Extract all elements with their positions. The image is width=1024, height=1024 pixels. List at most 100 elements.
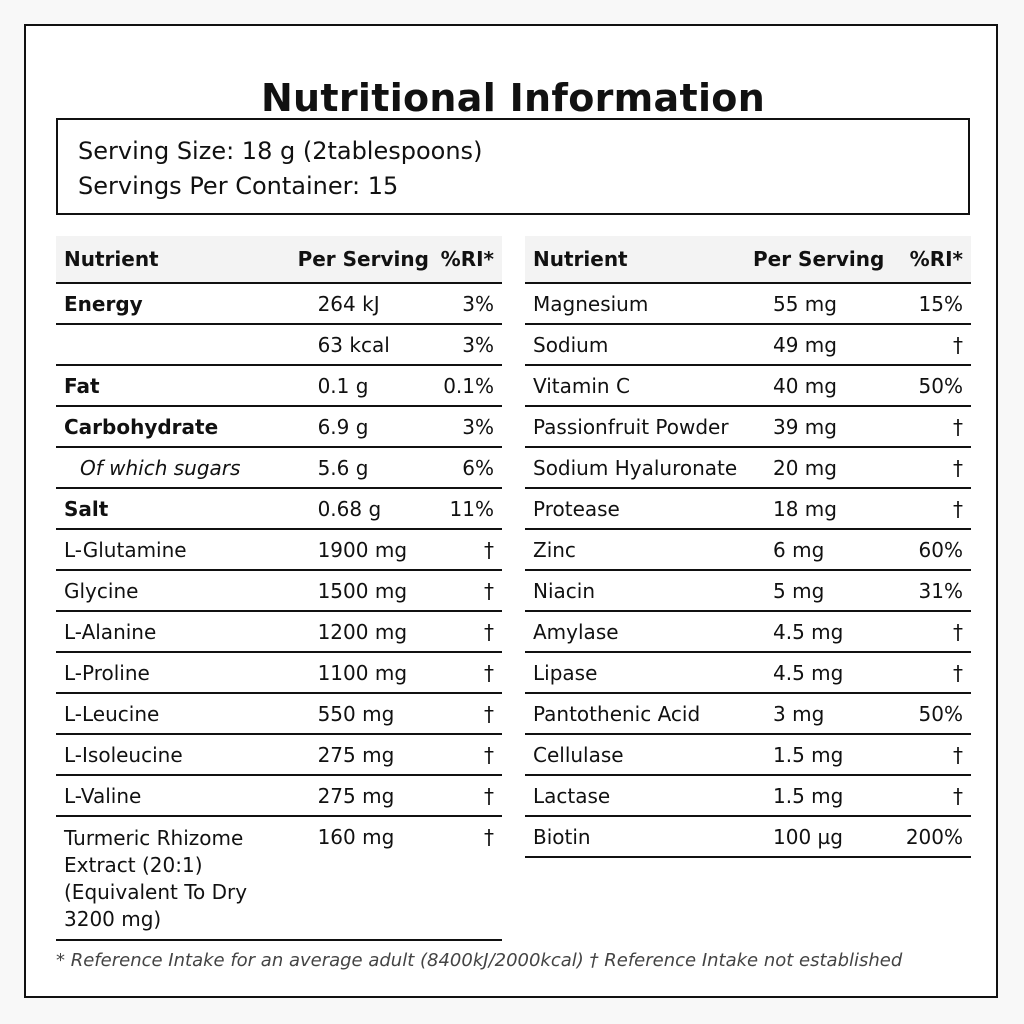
- table-row: Carbohydrate 6.9 g 3%: [56, 406, 502, 448]
- table-row: Energy 264 kJ 3%: [56, 283, 502, 325]
- per-serving-value: 4.5 mg: [745, 652, 898, 694]
- nutrition-label: Nutritional Information Serving Size: 18…: [24, 24, 998, 998]
- nutrient-name: Niacin: [525, 570, 745, 612]
- table-header-row: Nutrient Per Serving %RI*: [56, 236, 502, 284]
- table-row: L-Leucine 550 mg †: [56, 693, 502, 735]
- nutrient-name: Amylase: [525, 611, 745, 653]
- ri-value: †: [440, 611, 502, 653]
- ri-value: †: [440, 570, 502, 612]
- per-serving-value: 49 mg: [745, 324, 898, 366]
- per-serving-value: 1500 mg: [289, 570, 441, 612]
- header-per-serving: Per Serving: [289, 236, 441, 284]
- nutrient-name: Passionfruit Powder: [525, 406, 745, 448]
- table-row: L-Isoleucine 275 mg †: [56, 734, 502, 776]
- table-row: Lactase 1.5 mg †: [525, 775, 971, 817]
- table-row: Protease 18 mg †: [525, 488, 971, 530]
- per-serving-value: 40 mg: [745, 365, 898, 407]
- ri-value: 3%: [440, 324, 502, 366]
- table-row: L-Proline 1100 mg †: [56, 652, 502, 694]
- table-row: Amylase 4.5 mg †: [525, 611, 971, 653]
- header-nutrient: Nutrient: [56, 236, 290, 284]
- ri-value: †: [898, 775, 971, 817]
- ri-value: †: [440, 775, 502, 817]
- table-row: Sodium 49 mg †: [525, 324, 971, 366]
- nutrient-name: Turmeric Rhizome Extract (20:1) (Equival…: [56, 816, 290, 941]
- header-ri: %RI*: [898, 236, 971, 284]
- per-serving-value: 550 mg: [289, 693, 441, 735]
- table-row: Zinc 6 mg 60%: [525, 529, 971, 571]
- ri-value: †: [898, 652, 971, 694]
- nutrient-name: Sodium: [525, 324, 745, 366]
- serving-info-box: Serving Size: 18 g (2tablespoons) Servin…: [56, 118, 970, 215]
- nutrient-name: Glycine: [56, 570, 290, 612]
- ri-value: †: [898, 324, 971, 366]
- nutrient-name: Biotin: [525, 816, 745, 858]
- ri-value: †: [440, 652, 502, 694]
- per-serving-value: 55 mg: [745, 283, 898, 325]
- per-serving-value: 275 mg: [289, 734, 441, 776]
- ri-value: †: [898, 734, 971, 776]
- table-row: L-Glutamine 1900 mg †: [56, 529, 502, 571]
- per-serving-value: 4.5 mg: [745, 611, 898, 653]
- per-serving-value: 0.1 g: [289, 365, 441, 407]
- per-serving-value: 0.68 g: [289, 488, 441, 530]
- nutrient-name: L-Isoleucine: [56, 734, 290, 776]
- per-serving-value: 100 µg: [745, 816, 898, 858]
- per-serving-value: 1900 mg: [289, 529, 441, 571]
- table-row: L-Valine 275 mg †: [56, 775, 502, 817]
- nutrient-name: Zinc: [525, 529, 745, 571]
- ri-value: 200%: [898, 816, 971, 858]
- per-serving-value: 1100 mg: [289, 652, 441, 694]
- ri-value: 6%: [440, 447, 502, 489]
- ri-value: †: [440, 529, 502, 571]
- ri-value: 0.1%: [440, 365, 502, 407]
- ri-value: 60%: [898, 529, 971, 571]
- nutrient-name: [56, 324, 290, 366]
- ri-value: †: [898, 406, 971, 448]
- table-row: 63 kcal 3%: [56, 324, 502, 366]
- nutrient-name: Sodium Hyaluronate: [525, 447, 745, 489]
- per-serving-value: 275 mg: [289, 775, 441, 817]
- per-serving-value: 39 mg: [745, 406, 898, 448]
- table-row: Glycine 1500 mg †: [56, 570, 502, 612]
- per-serving-value: 5.6 g: [289, 447, 441, 489]
- table-header-row: Nutrient Per Serving %RI*: [525, 236, 971, 284]
- ri-value: †: [898, 447, 971, 489]
- nutrient-name: Carbohydrate: [56, 406, 290, 448]
- ri-value: 50%: [898, 693, 971, 735]
- nutrient-name: Vitamin C: [525, 365, 745, 407]
- per-serving-value: 6.9 g: [289, 406, 441, 448]
- table-row: Magnesium 55 mg 15%: [525, 283, 971, 325]
- table-row: Salt 0.68 g 11%: [56, 488, 502, 530]
- page-title: Nutritional Information: [260, 76, 766, 120]
- per-serving-value: 3 mg: [745, 693, 898, 735]
- nutrient-name: Fat: [56, 365, 290, 407]
- per-serving-value: 264 kJ: [289, 283, 441, 325]
- nutrient-name: L-Valine: [56, 775, 290, 817]
- ri-value: 31%: [898, 570, 971, 612]
- table-row: L-Alanine 1200 mg †: [56, 611, 502, 653]
- per-serving-value: 18 mg: [745, 488, 898, 530]
- serving-size: Serving Size: 18 g (2tablespoons): [78, 137, 483, 165]
- header-nutrient: Nutrient: [525, 236, 745, 284]
- nutrient-name: L-Proline: [56, 652, 290, 694]
- ri-value: †: [440, 693, 502, 735]
- ri-value: 11%: [440, 488, 502, 530]
- per-serving-value: 63 kcal: [289, 324, 441, 366]
- nutrient-name: Magnesium: [525, 283, 745, 325]
- nutrient-table-right: Nutrient Per Serving %RI* Magnesium 55 mg…: [525, 236, 971, 858]
- ri-value: †: [898, 611, 971, 653]
- table-row: Niacin 5 mg 31%: [525, 570, 971, 612]
- nutrient-name: Of which sugars: [56, 447, 290, 489]
- per-serving-value: 160 mg: [289, 816, 441, 941]
- table-row: Pantothenic Acid 3 mg 50%: [525, 693, 971, 735]
- per-serving-value: 20 mg: [745, 447, 898, 489]
- nutrient-name: Cellulase: [525, 734, 745, 776]
- nutrient-name: L-Alanine: [56, 611, 290, 653]
- table-row: Cellulase 1.5 mg †: [525, 734, 971, 776]
- nutrient-name: L-Glutamine: [56, 529, 290, 571]
- nutrient-name: L-Leucine: [56, 693, 290, 735]
- per-serving-value: 1.5 mg: [745, 734, 898, 776]
- table-row: Biotin 100 µg 200%: [525, 816, 971, 858]
- header-ri: %RI*: [440, 236, 502, 284]
